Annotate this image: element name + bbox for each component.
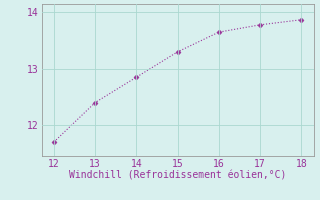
X-axis label: Windchill (Refroidissement éolien,°C): Windchill (Refroidissement éolien,°C)	[69, 170, 286, 180]
